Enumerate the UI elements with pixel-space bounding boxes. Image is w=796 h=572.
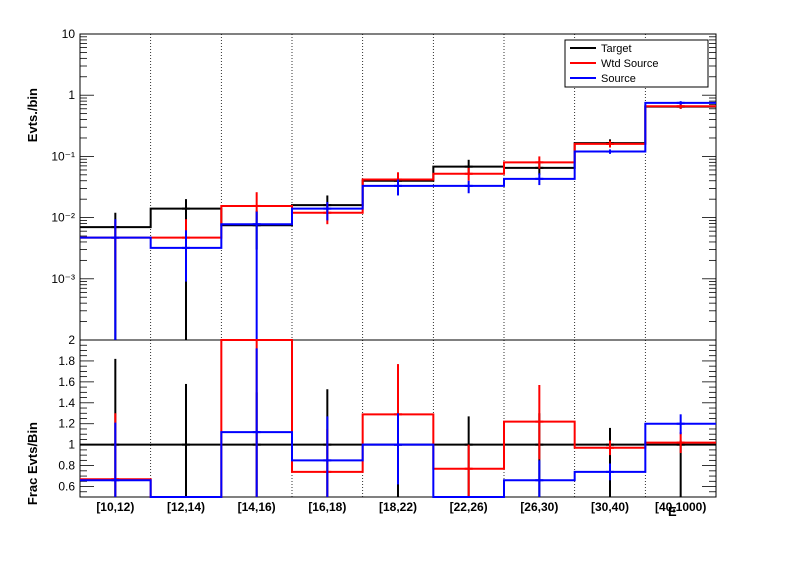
bottom-y-axis-title: Frac Evts/Bin <box>25 422 40 505</box>
x-category-label: [40,1000) <box>655 500 706 514</box>
bottom-y-axis: 0.6 0.8 1 1.2 1.4 1.6 1.8 2 <box>58 333 716 498</box>
x-category-label: [22,26) <box>450 500 488 514</box>
y-tick-label: 0.8 <box>58 459 75 473</box>
top-y-axis: 10 1 10⁻¹ 10⁻² 10⁻³ <box>51 27 716 341</box>
series-step-line <box>80 105 716 239</box>
top-y-axis-title: Evts./bin <box>25 88 40 142</box>
y-tick-label: 10⁻² <box>51 211 75 225</box>
y-tick-label: 1.8 <box>58 354 75 368</box>
y-tick-label: 1 <box>68 438 75 452</box>
y-tick-label: 10⁻³ <box>51 272 75 286</box>
y-tick-label: 1.2 <box>58 417 75 431</box>
x-category-label: [10,12) <box>96 500 134 514</box>
top-series-group <box>80 101 716 340</box>
y-tick-label: 1.4 <box>58 396 75 410</box>
x-category-label: [18,22) <box>379 500 417 514</box>
legend-label-source: Source <box>601 73 636 85</box>
y-tick-label: 1 <box>68 88 75 102</box>
y-tick-label: 0.6 <box>58 480 75 494</box>
legend-label-target: Target <box>601 43 632 55</box>
y-tick-label: 10 <box>62 27 76 41</box>
x-category-label: [16,18) <box>308 500 346 514</box>
series-step-line <box>80 101 716 249</box>
y-tick-label: 2 <box>68 333 75 347</box>
x-category-labels: [10,12) [12,14) [14,16) [16,18) [18,22) [22,2… <box>96 500 706 514</box>
x-category-label: [14,16) <box>238 500 276 514</box>
x-category-label: [30,40) <box>591 500 629 514</box>
x-category-label: [26,30) <box>520 500 558 514</box>
series-step-line <box>80 105 716 229</box>
y-tick-label: 1.6 <box>58 375 75 389</box>
y-tick-label: 10⁻¹ <box>51 149 75 163</box>
bottom-series-group <box>80 339 716 498</box>
category-gridlines <box>150 34 646 497</box>
x-axis-title: E <box>668 504 677 519</box>
legend-label-wtd-source: Wtd Source <box>601 58 658 70</box>
legend: Target Wtd Source Source <box>564 39 709 88</box>
x-category-label: [12,14) <box>167 500 205 514</box>
